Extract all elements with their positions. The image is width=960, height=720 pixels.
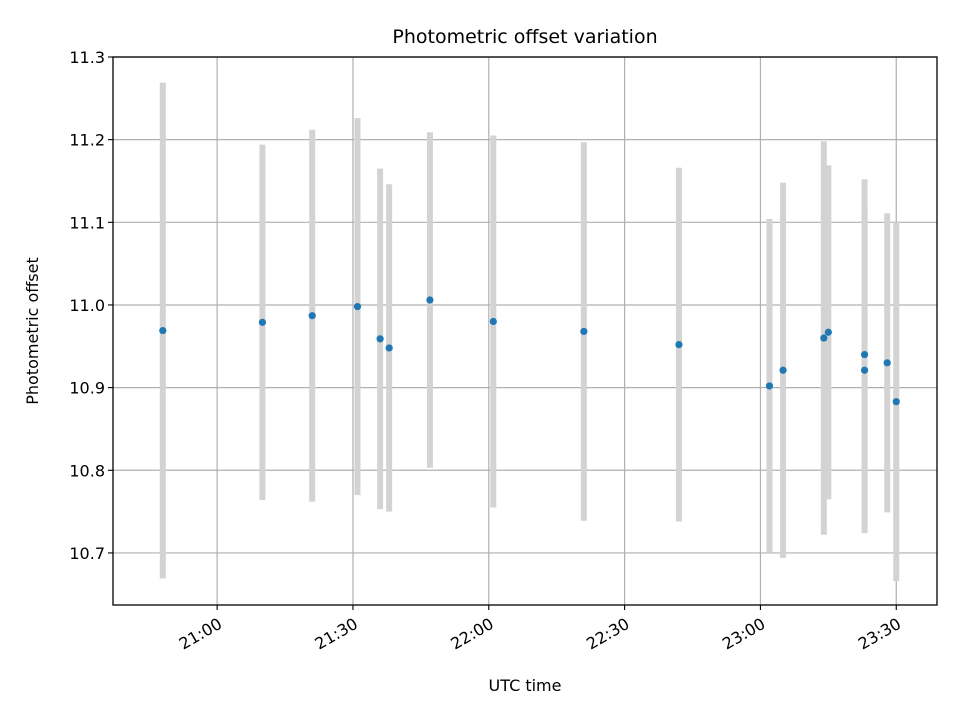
y-tick-label: 10.7 <box>69 544 105 563</box>
data-point <box>860 350 869 359</box>
x-axis-ticks: 21:00 21:30 22:00 22:30 23:00 23:30 <box>176 605 904 654</box>
data-point <box>426 296 434 304</box>
y-axis-label: Photometric offset <box>23 257 42 405</box>
y-tick-label: 10.9 <box>69 379 105 398</box>
y-tick-label: 11.3 <box>69 48 105 67</box>
data-point <box>820 334 828 342</box>
y-axis-ticks: 10.7 10.8 10.9 11.0 11.1 11.2 11.3 <box>69 48 113 563</box>
data-point <box>258 318 267 326</box>
data-point <box>385 344 393 352</box>
chart-title: Photometric offset variation <box>392 26 657 48</box>
data-point <box>779 366 787 374</box>
x-tick-label: 22:30 <box>583 614 632 654</box>
data-point <box>159 326 167 335</box>
data-points <box>159 296 900 406</box>
plot-frame <box>112 56 938 606</box>
x-tick-label: 21:00 <box>176 614 225 654</box>
y-tick-label: 11.0 <box>69 296 105 315</box>
x-tick-label: 23:30 <box>855 614 904 654</box>
data-point <box>580 327 588 336</box>
x-tick-label: 22:00 <box>447 614 496 654</box>
x-tick-label: 21:30 <box>312 614 361 654</box>
data-point <box>892 398 900 406</box>
x-tick-label: 23:00 <box>719 614 768 654</box>
y-tick-label: 11.1 <box>69 213 105 232</box>
data-point <box>675 341 683 349</box>
x-axis-label: UTC time <box>489 676 562 695</box>
data-point <box>824 328 832 336</box>
data-point <box>353 303 362 311</box>
data-point <box>376 335 384 343</box>
grid-lines <box>113 56 937 605</box>
data-point <box>883 359 891 367</box>
data-point <box>765 382 774 390</box>
data-point <box>860 366 869 374</box>
error-bars <box>159 82 900 582</box>
y-tick-label: 11.2 <box>69 131 105 150</box>
y-tick-label: 10.8 <box>69 461 105 480</box>
data-point <box>489 317 497 326</box>
data-point <box>308 312 316 320</box>
